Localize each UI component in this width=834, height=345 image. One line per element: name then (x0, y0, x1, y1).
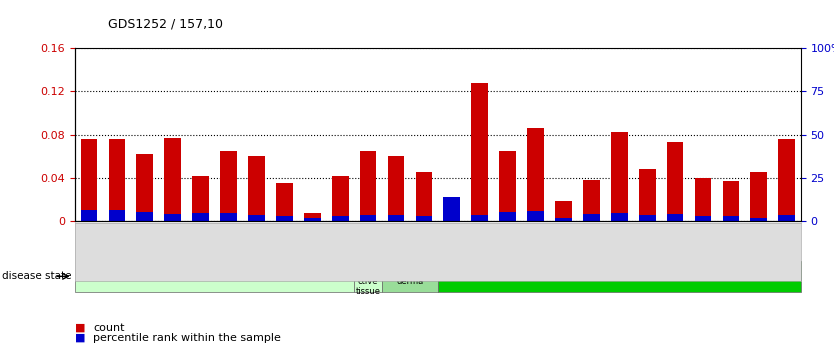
Bar (276, 183, 293, 221)
Bar (527, 211, 544, 221)
Bar (722, 217, 739, 221)
Text: normal: normal (200, 272, 229, 281)
Bar (81, 210, 98, 221)
Bar (778, 139, 795, 221)
Bar (220, 213, 237, 221)
Bar (610, 132, 628, 221)
Bar (332, 176, 349, 221)
Bar (471, 215, 488, 221)
Bar (137, 154, 153, 221)
Bar (666, 214, 683, 221)
Bar (778, 215, 795, 221)
Bar (415, 217, 432, 221)
Text: scelo
derma: scelo derma (396, 267, 424, 286)
Bar (220, 151, 237, 221)
Bar (751, 172, 767, 221)
Bar (555, 201, 572, 221)
Bar (193, 213, 209, 221)
Text: ■: ■ (75, 323, 86, 333)
Bar (388, 156, 404, 221)
Bar (500, 212, 516, 221)
Text: percentile rank within the sample: percentile rank within the sample (93, 333, 281, 343)
Bar (438, 261, 801, 292)
Bar (388, 215, 404, 221)
Bar (555, 218, 572, 221)
Bar (444, 197, 460, 221)
Bar (332, 217, 349, 221)
Bar (137, 212, 153, 221)
Text: idiopathic pulmonary fibrosis: idiopathic pulmonary fibrosis (558, 272, 681, 281)
Bar (108, 210, 125, 221)
Bar (666, 142, 683, 221)
Text: count: count (93, 323, 125, 333)
Bar (639, 169, 656, 221)
Bar (722, 181, 739, 221)
Bar (695, 217, 711, 221)
Text: GDS1252 / 157,10: GDS1252 / 157,10 (108, 17, 224, 30)
Bar (471, 83, 488, 221)
Bar (695, 178, 711, 221)
Bar (359, 151, 376, 221)
Bar (304, 213, 320, 221)
Bar (81, 139, 98, 221)
Bar (164, 214, 181, 221)
Bar (164, 138, 181, 221)
Bar (444, 201, 460, 221)
Bar (583, 214, 600, 221)
Bar (359, 215, 376, 221)
Bar (610, 213, 628, 221)
Bar (583, 180, 600, 221)
Bar (75, 261, 354, 292)
Bar (193, 176, 209, 221)
Bar (304, 218, 320, 221)
Bar (108, 139, 125, 221)
Bar (527, 128, 544, 221)
Bar (415, 172, 432, 221)
Bar (276, 217, 293, 221)
Bar (639, 215, 656, 221)
Bar (382, 261, 438, 292)
Text: ■: ■ (75, 333, 86, 343)
Bar (248, 156, 265, 221)
Text: mixed
conne
ctive
tissue: mixed conne ctive tissue (355, 256, 381, 296)
Text: disease state: disease state (2, 272, 71, 281)
Bar (500, 151, 516, 221)
Bar (751, 218, 767, 221)
Bar (354, 261, 382, 292)
Bar (248, 215, 265, 221)
